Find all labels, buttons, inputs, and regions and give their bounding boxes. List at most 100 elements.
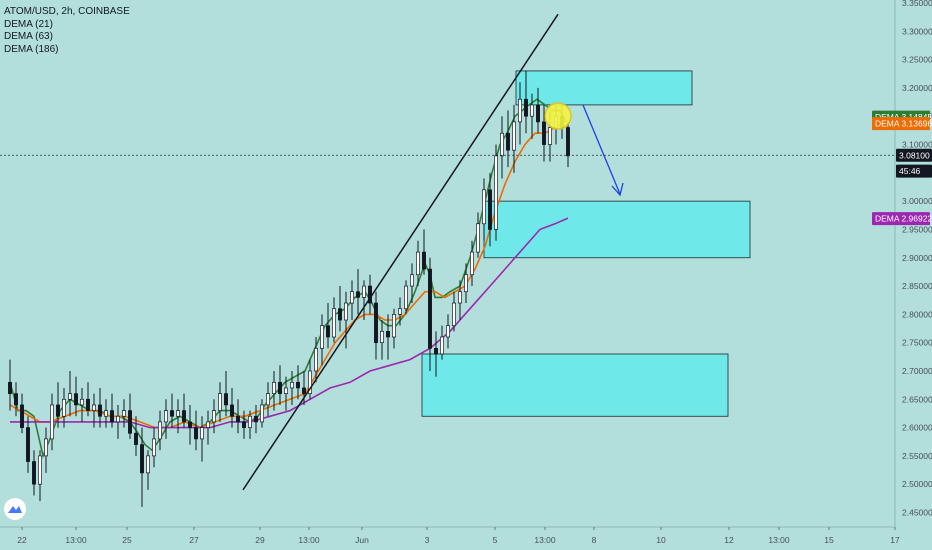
highlight-circle	[544, 102, 572, 130]
candle-body	[122, 410, 126, 417]
candle-body	[182, 410, 186, 423]
candle	[254, 404, 258, 434]
price-tick-label: 3.10000	[902, 140, 932, 150]
candle	[416, 240, 420, 287]
candle	[296, 365, 300, 400]
chart-legend: ATOM/USD, 2h, COINBASE DEMA (21) DEMA (6…	[4, 6, 130, 56]
candle	[164, 399, 168, 439]
candle-body	[308, 370, 312, 394]
candle	[530, 93, 534, 139]
candle-body	[428, 268, 432, 349]
candle-body	[260, 404, 264, 423]
countdown-tag: 45:46	[896, 164, 932, 178]
candle-body	[380, 330, 384, 344]
time-tick-label: 5	[493, 535, 498, 545]
last-price-tag-bg	[896, 148, 932, 162]
candle-body	[50, 404, 54, 440]
price-tick-label: 3.20000	[902, 83, 932, 93]
candle	[140, 427, 144, 507]
candle	[266, 382, 270, 417]
candle-body	[548, 127, 552, 145]
candle	[206, 410, 210, 445]
candle-body	[98, 404, 102, 417]
candle	[524, 70, 528, 134]
candle	[62, 387, 66, 428]
candle	[50, 393, 54, 451]
candle	[506, 110, 510, 168]
time-tick-label: 10	[656, 535, 666, 545]
candle	[176, 399, 180, 434]
candle-body	[446, 325, 450, 338]
candle	[536, 87, 540, 134]
price-tick-label: 2.55000	[902, 451, 932, 461]
dema63-tag-bg	[872, 117, 930, 131]
candle	[236, 399, 240, 434]
candle	[410, 263, 414, 304]
time-tick-label: 25	[122, 535, 132, 545]
candle	[212, 399, 216, 434]
last-price-tag-text: 3.08100	[899, 150, 930, 160]
candle-body	[296, 381, 300, 389]
candle-body	[422, 251, 426, 270]
candle	[56, 382, 60, 428]
candle-body	[218, 393, 222, 411]
time-tick-label: Jun	[355, 535, 369, 545]
zone-rect-2	[483, 200, 751, 259]
arrow-head	[611, 182, 624, 197]
candle-body	[56, 404, 60, 417]
candle-body	[170, 410, 174, 417]
dema186-tag: DEMA 2.96922	[872, 212, 932, 226]
candle-body	[116, 415, 120, 423]
candle-body	[476, 223, 480, 253]
candle-body	[434, 347, 438, 355]
time-tick-label: 13:00	[768, 535, 790, 545]
candle-body	[494, 155, 498, 230]
candle	[230, 387, 234, 428]
candle-body	[32, 461, 36, 485]
candle-body	[152, 438, 156, 457]
candle	[32, 450, 36, 496]
candle-body	[500, 132, 504, 157]
candle	[74, 376, 78, 417]
candle	[320, 314, 324, 366]
candles-layer	[8, 70, 570, 507]
dema21-tag-text: DEMA 3.14845	[875, 112, 932, 122]
candle	[458, 280, 462, 321]
candle-body	[458, 291, 462, 304]
candle-body	[488, 189, 492, 230]
countdown-tag-text: 45:46	[899, 166, 921, 176]
candle	[374, 291, 378, 360]
symbol-title[interactable]: ATOM/USD, 2h, COINBASE	[4, 6, 130, 17]
candle	[26, 416, 30, 473]
last-price-tag: 3.08100	[896, 148, 932, 162]
candle-body	[14, 393, 18, 406]
zone-rect-3	[421, 353, 729, 417]
candle	[290, 370, 294, 405]
candle	[98, 387, 102, 428]
tradingview-logo-icon[interactable]	[4, 498, 26, 520]
candle-body	[194, 427, 198, 440]
candle	[470, 240, 474, 287]
legend-dema-63[interactable]: DEMA (63)	[4, 31, 53, 42]
candle-body	[506, 132, 510, 151]
legend-dema-21[interactable]: DEMA (21)	[4, 18, 53, 30]
candle	[404, 280, 408, 315]
dema63-tag-text: DEMA 3.13696	[875, 119, 932, 129]
candle-body	[518, 98, 522, 123]
annotations-layer	[0, 13, 895, 491]
candle-body	[134, 432, 138, 445]
time-tick-label: 15	[824, 535, 834, 545]
legend-dema-186[interactable]: DEMA (186)	[4, 43, 59, 55]
time-tick-label: 8	[592, 535, 597, 545]
zones-layer	[421, 70, 751, 417]
price-axis: 3.350003.300003.250003.200003.150003.100…	[872, 0, 932, 527]
candle	[314, 337, 318, 383]
candle-body	[302, 387, 306, 394]
candle-body	[74, 393, 78, 406]
candle-body	[38, 455, 42, 485]
candle-body	[206, 421, 210, 428]
trendline	[242, 13, 559, 491]
candle-body	[26, 427, 30, 462]
candle	[452, 291, 456, 332]
